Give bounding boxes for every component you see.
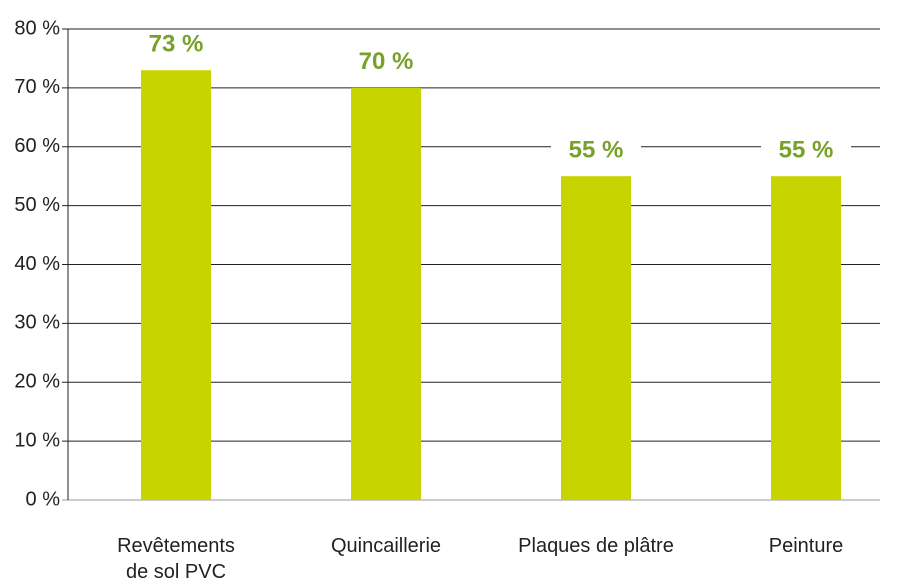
value-label: 55 % [569, 137, 624, 164]
y-tick-label: 70 % [14, 76, 60, 98]
value-label: 73 % [149, 31, 204, 58]
y-tick-label: 80 % [14, 17, 60, 39]
label-background [761, 137, 851, 166]
y-tick-label: 30 % [14, 312, 60, 334]
label-background [131, 31, 221, 60]
x-tick-label: Peinture [768, 535, 844, 557]
y-tick-label: 20 % [14, 371, 60, 393]
y-tick-label: 50 % [14, 194, 60, 216]
y-tick-label: 40 % [14, 253, 60, 275]
label-background [551, 137, 641, 166]
y-tick-label: 60 % [14, 135, 60, 157]
x-tick-label: Plaques de plâtre [518, 535, 674, 557]
x-tick-label: Revêtements de sol PVC [117, 535, 235, 583]
value-label: 55 % [779, 137, 834, 164]
bar [561, 176, 631, 500]
bar [141, 70, 211, 501]
label-background [341, 48, 431, 77]
value-label: 70 % [359, 48, 414, 75]
y-tick-label: 10 % [14, 429, 60, 451]
x-tick-label: Quincaillerie [330, 535, 442, 557]
y-tick-label: 0 % [26, 488, 61, 510]
bar [771, 176, 841, 500]
bar [351, 87, 421, 500]
